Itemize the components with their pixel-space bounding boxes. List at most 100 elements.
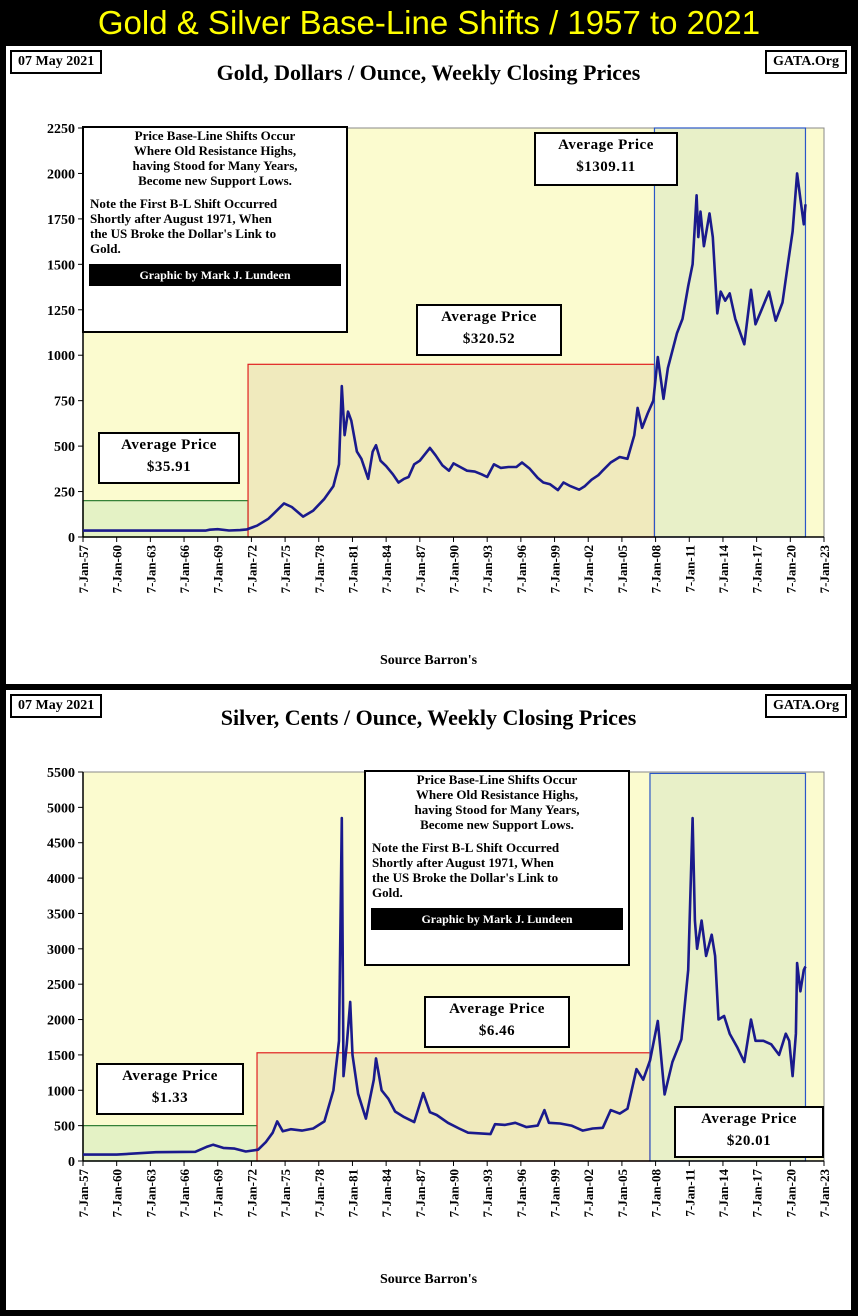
gold-avg-2-label: Average Price <box>441 309 537 325</box>
gold-chart-panel: 0 250 500 750 1000 1250 1500 1750 2000 2250 7-Jan-… <box>6 46 851 684</box>
gold-x-tick-label: 7-Jan-93 <box>480 545 495 594</box>
silver-x-tick-label: 7-Jan-14 <box>716 1169 731 1218</box>
silver-x-tick-label: 7-Jan-05 <box>615 1169 630 1218</box>
gold-x-tick-label: 7-Jan-99 <box>548 545 563 594</box>
gold-note-credit: Graphic by Mark J. Lundeen <box>89 264 341 286</box>
silver-x-tick-label: 7-Jan-08 <box>649 1169 664 1218</box>
gold-date-label: 07 May 2021 <box>10 50 103 74</box>
gold-era-region-3 <box>653 127 807 538</box>
silver-era-region-2 <box>256 1052 651 1162</box>
gold-y-tick-label: 1500 <box>47 258 75 273</box>
silver-chart-panel: 0 500 1000 1500 2000 2500 3000 3500 4000 4500 5000… <box>6 690 851 1310</box>
silver-avg-1-label: Average Price <box>122 1068 218 1084</box>
gold-x-tick-label: 7-Jan-66 <box>177 545 192 594</box>
gold-x-tick-label: 7-Jan-87 <box>413 545 428 594</box>
gold-y-tick-label: 2000 <box>47 167 75 182</box>
gold-x-tick-label: 7-Jan-72 <box>244 545 259 593</box>
silver-y-tick-label: 5500 <box>47 766 75 781</box>
silver-avg-1-value: $1.33 <box>151 1090 189 1106</box>
silver-x-tick-label: 7-Jan-93 <box>480 1169 495 1218</box>
silver-x-tick-label: 7-Jan-90 <box>447 1169 462 1217</box>
gold-gata-label: GATA.Org <box>765 50 847 74</box>
silver-price-line <box>83 816 807 1156</box>
silver-avg-box-2: Average Price $6.46 <box>424 996 570 1048</box>
gold-x-tick-label: 7-Jan-02 <box>581 545 596 593</box>
gold-avg-box-2: Average Price $320.52 <box>416 304 562 356</box>
silver-avg-2-label: Average Price <box>449 1001 545 1017</box>
gold-x-tick-label: 7-Jan-75 <box>278 545 293 594</box>
gold-x-tick-label: 7-Jan-23 <box>817 545 832 594</box>
silver-y-tick-label: 500 <box>54 1120 75 1135</box>
silver-x-tick-label: 7-Jan-02 <box>581 1169 596 1217</box>
silver-y-tick-label: 2500 <box>47 978 75 993</box>
silver-x-tick-label: 7-Jan-81 <box>345 1169 360 1217</box>
gold-avg-2-value: $320.52 <box>462 331 516 347</box>
banner-title: Gold & Silver Base-Line Shifts / 1957 to… <box>97 4 761 41</box>
gold-avg-box-1: Average Price $35.91 <box>98 432 240 484</box>
silver-avg-3-label: Average Price <box>701 1111 797 1127</box>
silver-note-credit: Graphic by Mark J. Lundeen <box>371 908 623 930</box>
silver-x-tick-label: 7-Jan-66 <box>177 1169 192 1218</box>
gold-avg-1-value: $35.91 <box>146 459 192 475</box>
silver-avg-box-1: Average Price $1.33 <box>96 1063 244 1115</box>
gold-x-tick-label: 7-Jan-17 <box>750 545 765 594</box>
silver-era-region-3 <box>649 772 807 1162</box>
gold-y-tick-label: 1000 <box>47 349 75 364</box>
gold-x-tick-label: 7-Jan-90 <box>447 545 462 593</box>
silver-x-tick-label: 7-Jan-63 <box>143 1169 158 1218</box>
silver-x-tick-label: 7-Jan-11 <box>682 1169 697 1217</box>
gold-x-tick-label: 7-Jan-11 <box>682 545 697 593</box>
gold-x-tick-label: 7-Jan-63 <box>143 545 158 594</box>
gold-x-tick-label: 7-Jan-69 <box>211 545 226 594</box>
gold-x-tick-label: 7-Jan-08 <box>649 545 664 594</box>
silver-x-tick-label: 7-Jan-84 <box>379 1169 394 1218</box>
gold-x-tick-label: 7-Jan-60 <box>110 545 125 593</box>
silver-note-box: Price Base-Line Shifts Occur Where Old R… <box>364 770 630 966</box>
gold-y-tick-label: 0 <box>68 531 75 546</box>
silver-y-tick-label: 5000 <box>47 801 75 816</box>
silver-x-tick-label: 7-Jan-23 <box>817 1169 832 1218</box>
silver-avg-box-3: Average Price $20.01 <box>674 1106 824 1158</box>
gold-x-tick-label: 7-Jan-96 <box>514 545 529 594</box>
silver-y-tick-label: 2000 <box>47 1014 75 1029</box>
silver-x-tick-label: 7-Jan-75 <box>278 1169 293 1218</box>
gold-avg-1-label: Average Price <box>121 437 217 453</box>
silver-x-tick-label: 7-Jan-60 <box>110 1169 125 1217</box>
gold-y-tick-label: 250 <box>54 486 75 501</box>
gold-avg-3-value: $1309.11 <box>576 159 636 175</box>
silver-gata-label: GATA.Org <box>765 694 847 718</box>
gold-source-label: Source Barron's <box>379 653 478 668</box>
gold-note-para2: Note the First B-L Shift Occurred Shortl… <box>90 196 278 256</box>
silver-y-tick-label: 3500 <box>47 907 75 922</box>
silver-avg-2-value: $6.46 <box>478 1023 516 1039</box>
gold-x-tick-label: 7-Jan-05 <box>615 545 630 594</box>
silver-x-tick-label: 7-Jan-87 <box>413 1169 428 1218</box>
silver-chart-title: Silver, Cents / Ounce, Weekly Closing Pr… <box>220 705 637 730</box>
gold-avg-box-3: Average Price $1309.11 <box>534 132 678 186</box>
gold-x-tick-label: 7-Jan-14 <box>716 545 731 594</box>
gold-y-tick-label: 750 <box>54 395 75 410</box>
silver-source-label: Source Barron's <box>379 1272 478 1287</box>
silver-date-label: 07 May 2021 <box>10 694 103 718</box>
gold-era-region-2 <box>247 363 656 538</box>
silver-x-tick-label: 7-Jan-20 <box>783 1169 798 1217</box>
silver-x-tick-label: 7-Jan-96 <box>514 1169 529 1218</box>
silver-note-para2: Note the First B-L Shift Occurred Shortl… <box>372 840 560 900</box>
gold-y-tick-label: 1250 <box>47 304 75 319</box>
gold-x-tick-label: 7-Jan-20 <box>783 545 798 593</box>
gold-note-para1: Price Base-Line Shifts Occur Where Old R… <box>132 128 298 188</box>
gold-avg-3-label: Average Price <box>558 137 654 153</box>
gold-note-box: Price Base-Line Shifts Occur Where Old R… <box>82 126 348 333</box>
gold-chart-title: Gold, Dollars / Ounce, Weekly Closing Pr… <box>216 60 641 85</box>
silver-x-tick-label: 7-Jan-57 <box>76 1169 91 1218</box>
silver-avg-3-value: $20.01 <box>726 1133 772 1149</box>
silver-y-tick-label: 1000 <box>47 1084 75 1099</box>
silver-x-tick-label: 7-Jan-99 <box>548 1169 563 1218</box>
silver-note-para1: Price Base-Line Shifts Occur Where Old R… <box>414 772 580 832</box>
gold-x-tick-label: 7-Jan-84 <box>379 545 394 594</box>
silver-x-tick-label: 7-Jan-17 <box>750 1169 765 1218</box>
gold-x-tick-label: 7-Jan-81 <box>345 545 360 593</box>
gold-price-line <box>83 172 807 532</box>
gold-x-tick-label: 7-Jan-78 <box>312 545 327 594</box>
silver-x-tick-label: 7-Jan-69 <box>211 1169 226 1218</box>
